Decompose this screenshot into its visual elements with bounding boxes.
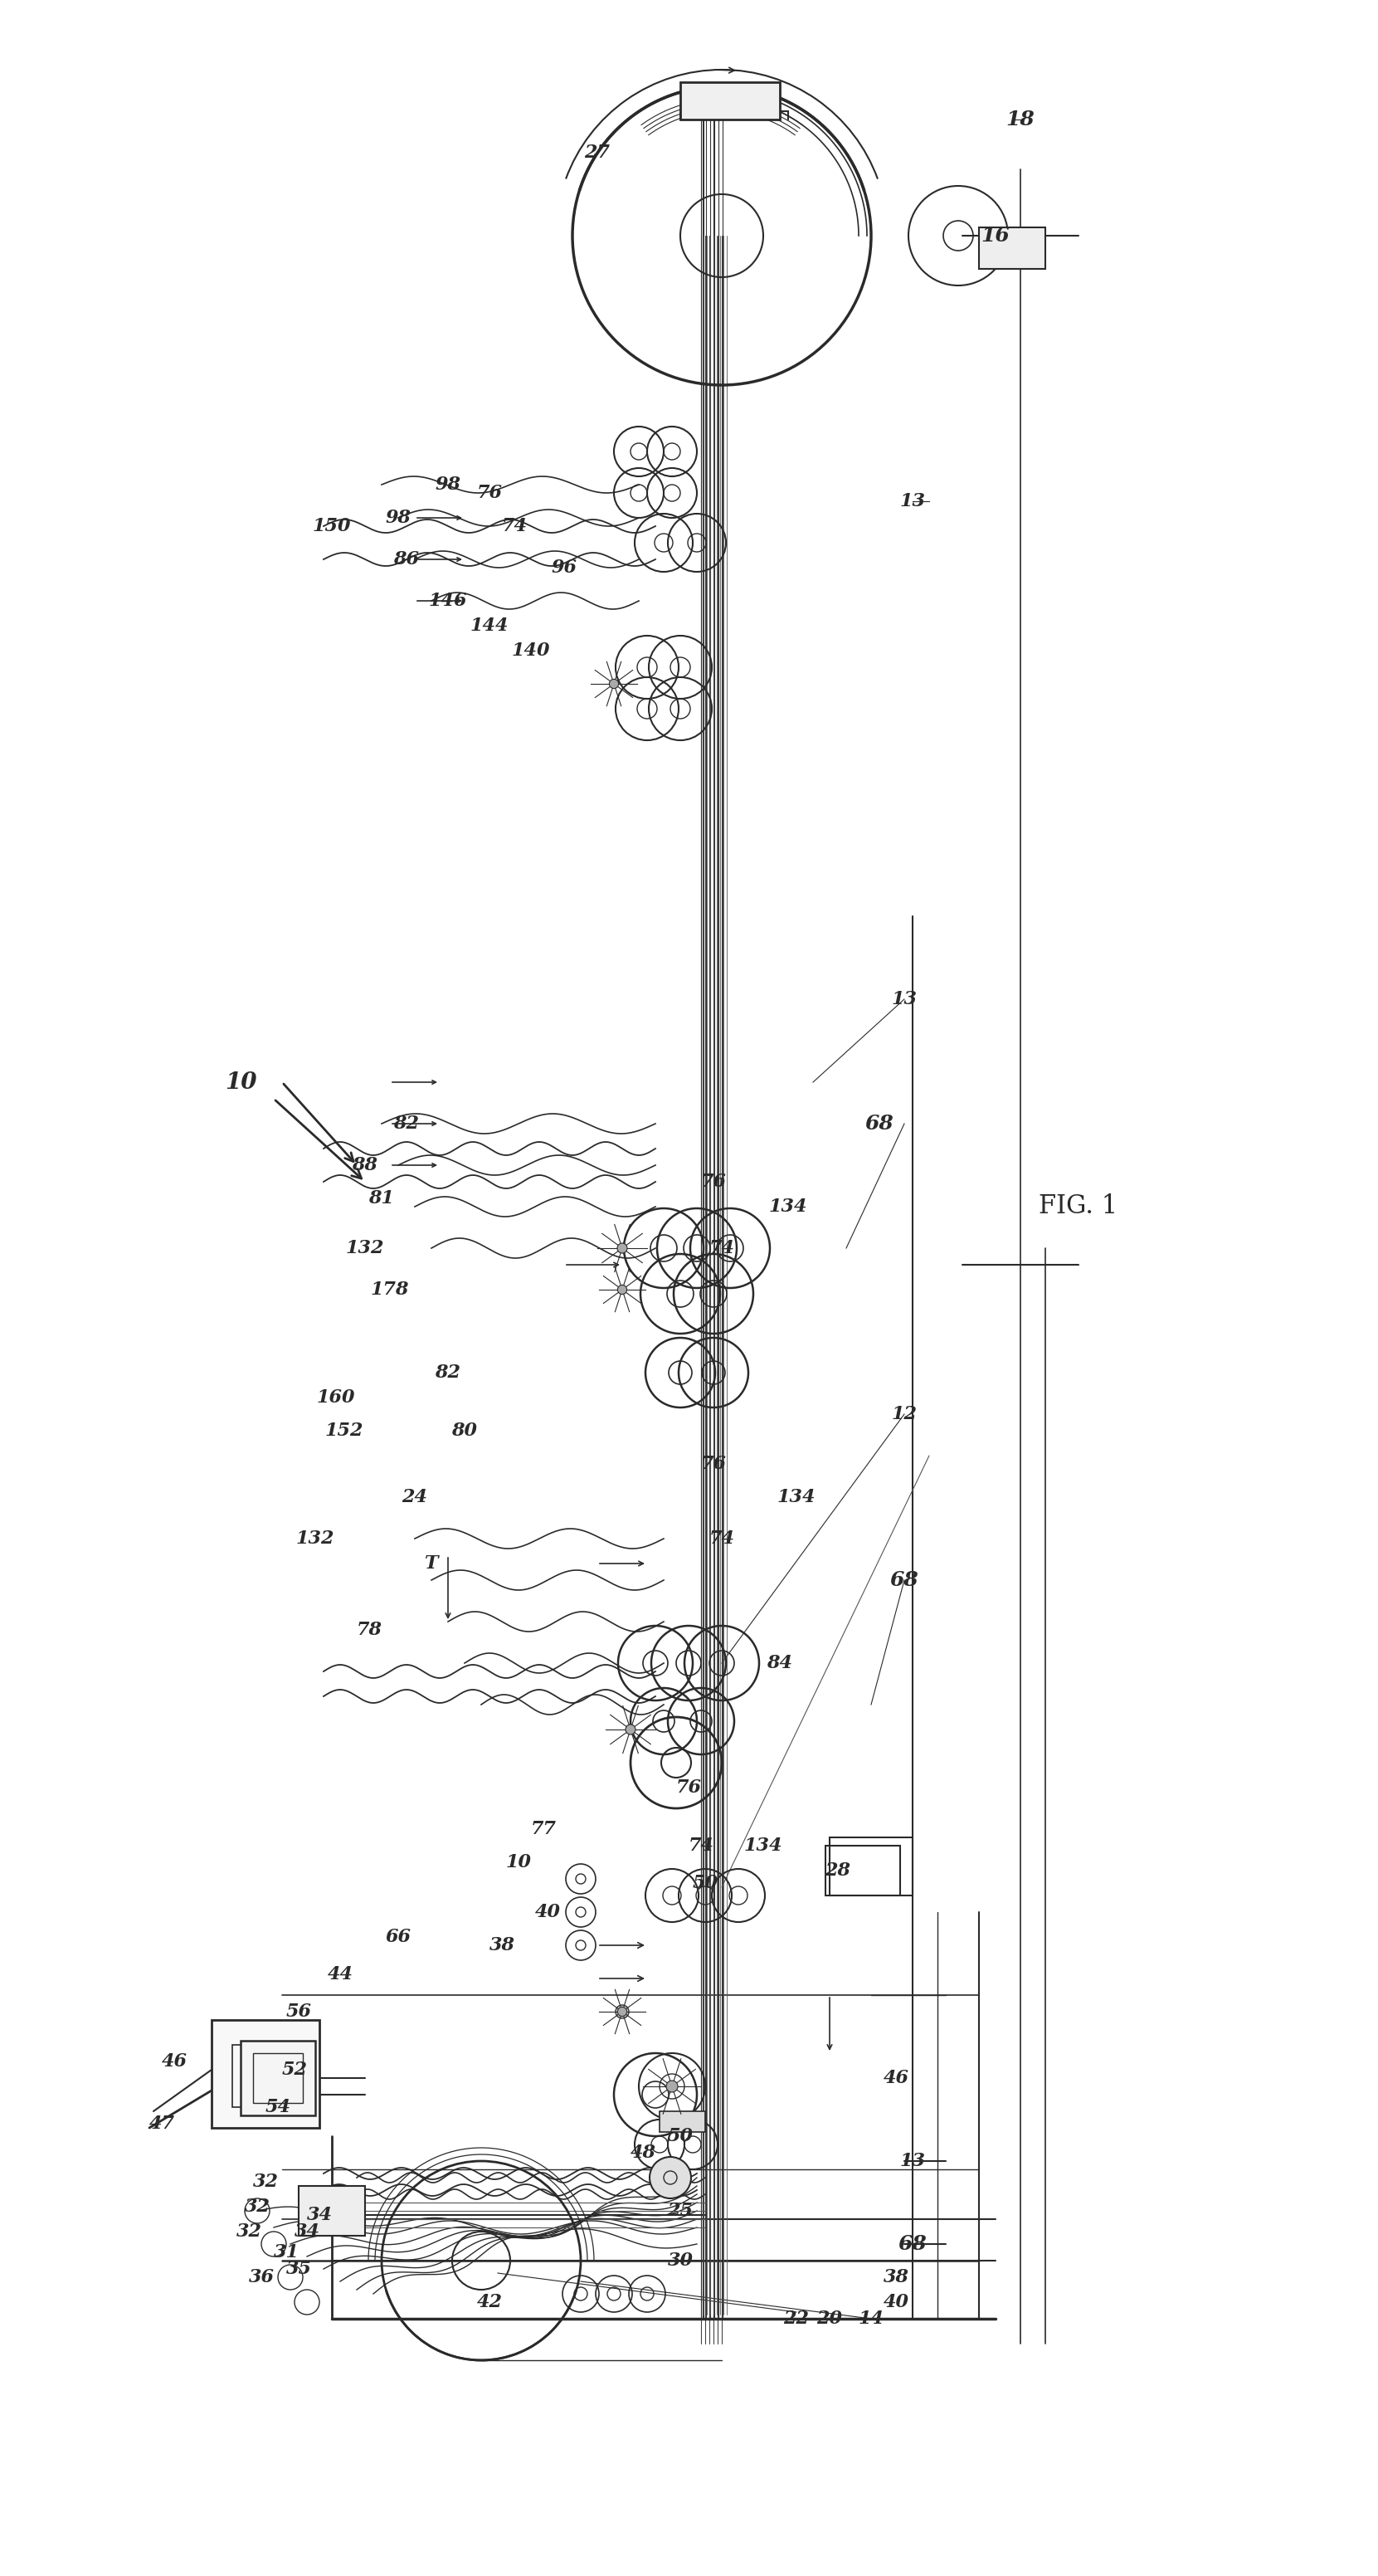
Text: 46: 46 xyxy=(161,2053,187,2071)
Text: 76: 76 xyxy=(700,1172,726,1190)
Bar xyxy=(212,2020,320,2128)
Circle shape xyxy=(609,680,619,688)
Text: 134: 134 xyxy=(769,1198,808,1216)
Text: 86: 86 xyxy=(394,551,419,569)
Text: 56: 56 xyxy=(285,2002,311,2020)
Text: 81: 81 xyxy=(369,1190,394,1208)
Text: 27: 27 xyxy=(584,144,610,162)
Text: 28: 28 xyxy=(825,1862,850,1880)
Text: 13: 13 xyxy=(892,989,918,1007)
Text: 32: 32 xyxy=(244,2197,270,2215)
Text: 77: 77 xyxy=(531,1821,557,1839)
Text: 74: 74 xyxy=(688,1837,714,1855)
Text: 146: 146 xyxy=(429,592,467,611)
Text: 84: 84 xyxy=(768,1654,792,1672)
Text: 76: 76 xyxy=(675,1777,701,1795)
Circle shape xyxy=(616,2004,628,2020)
Text: 42: 42 xyxy=(477,2293,503,2311)
Bar xyxy=(830,1837,912,1896)
Text: 74: 74 xyxy=(708,1530,734,1548)
Text: 34: 34 xyxy=(306,2205,332,2223)
Bar xyxy=(978,227,1046,268)
Text: 96: 96 xyxy=(551,559,577,577)
Text: 68: 68 xyxy=(898,2233,927,2254)
Text: 160: 160 xyxy=(317,1388,356,1406)
Text: 20: 20 xyxy=(817,2311,842,2329)
Text: 82: 82 xyxy=(435,1363,460,1381)
Circle shape xyxy=(617,1244,627,1252)
Text: 74: 74 xyxy=(708,1239,734,1257)
Text: 14: 14 xyxy=(858,2311,883,2329)
Text: 32: 32 xyxy=(252,2172,278,2192)
Text: 18: 18 xyxy=(1006,111,1035,129)
Text: 140: 140 xyxy=(511,641,550,659)
Bar xyxy=(825,1844,900,1896)
Text: 132: 132 xyxy=(296,1530,335,1548)
Text: T: T xyxy=(424,1553,438,1574)
Text: 132: 132 xyxy=(346,1239,384,1257)
Circle shape xyxy=(649,2156,692,2197)
Text: 68: 68 xyxy=(890,1571,919,1589)
Text: 134: 134 xyxy=(744,1837,783,1855)
Text: 78: 78 xyxy=(357,1620,382,1638)
Text: 50: 50 xyxy=(667,2128,693,2146)
Text: 76: 76 xyxy=(477,484,503,502)
Text: 22: 22 xyxy=(784,2311,809,2329)
Text: 34: 34 xyxy=(294,2223,320,2241)
Text: 40: 40 xyxy=(883,2293,909,2311)
Text: 74: 74 xyxy=(502,518,528,536)
Text: 31: 31 xyxy=(273,2244,299,2262)
Text: 46: 46 xyxy=(883,2069,909,2087)
Text: 178: 178 xyxy=(371,1280,409,1298)
Circle shape xyxy=(617,2007,627,2017)
Bar xyxy=(254,2053,303,2102)
Bar xyxy=(299,2187,365,2236)
Text: 88: 88 xyxy=(353,1157,378,1175)
Text: 40: 40 xyxy=(535,1904,561,1922)
Text: 38: 38 xyxy=(489,1937,515,1955)
Bar xyxy=(241,2040,316,2115)
Text: 38: 38 xyxy=(883,2267,909,2287)
Circle shape xyxy=(617,1285,627,1293)
Text: 52: 52 xyxy=(281,2061,307,2079)
Text: 134: 134 xyxy=(777,1489,816,1507)
Text: 10: 10 xyxy=(506,1852,532,1870)
Text: 48: 48 xyxy=(630,2143,656,2161)
Text: 98: 98 xyxy=(435,477,460,495)
Text: 13: 13 xyxy=(900,2151,926,2169)
Text: 16: 16 xyxy=(981,227,1010,245)
Text: 10: 10 xyxy=(225,1072,256,1092)
Bar xyxy=(233,2045,287,2107)
Text: FIG. 1: FIG. 1 xyxy=(1039,1193,1118,1218)
Text: 44: 44 xyxy=(328,1965,353,1984)
Text: 30: 30 xyxy=(667,2251,693,2269)
Text: 152: 152 xyxy=(325,1422,364,1440)
Circle shape xyxy=(626,1723,635,1734)
Text: 50: 50 xyxy=(692,1873,718,1893)
Text: 82: 82 xyxy=(394,1115,419,1133)
Text: 12: 12 xyxy=(892,1404,918,1425)
Text: 144: 144 xyxy=(470,616,508,634)
Text: 36: 36 xyxy=(248,2267,274,2287)
Text: 13: 13 xyxy=(900,492,926,510)
Text: 150: 150 xyxy=(313,518,351,536)
Text: 24: 24 xyxy=(402,1489,427,1507)
Text: 47: 47 xyxy=(149,2115,175,2133)
Bar xyxy=(660,2112,706,2133)
Text: 66: 66 xyxy=(386,1927,411,1945)
Circle shape xyxy=(666,2081,678,2092)
Text: 76: 76 xyxy=(700,1455,726,1473)
Text: 68: 68 xyxy=(865,1113,894,1133)
Bar xyxy=(681,82,780,118)
Text: 25: 25 xyxy=(667,2202,693,2221)
Text: 98: 98 xyxy=(386,507,411,528)
Text: 35: 35 xyxy=(285,2259,311,2277)
Text: 54: 54 xyxy=(265,2097,291,2117)
Text: 32: 32 xyxy=(236,2223,262,2241)
Text: 80: 80 xyxy=(452,1422,477,1440)
